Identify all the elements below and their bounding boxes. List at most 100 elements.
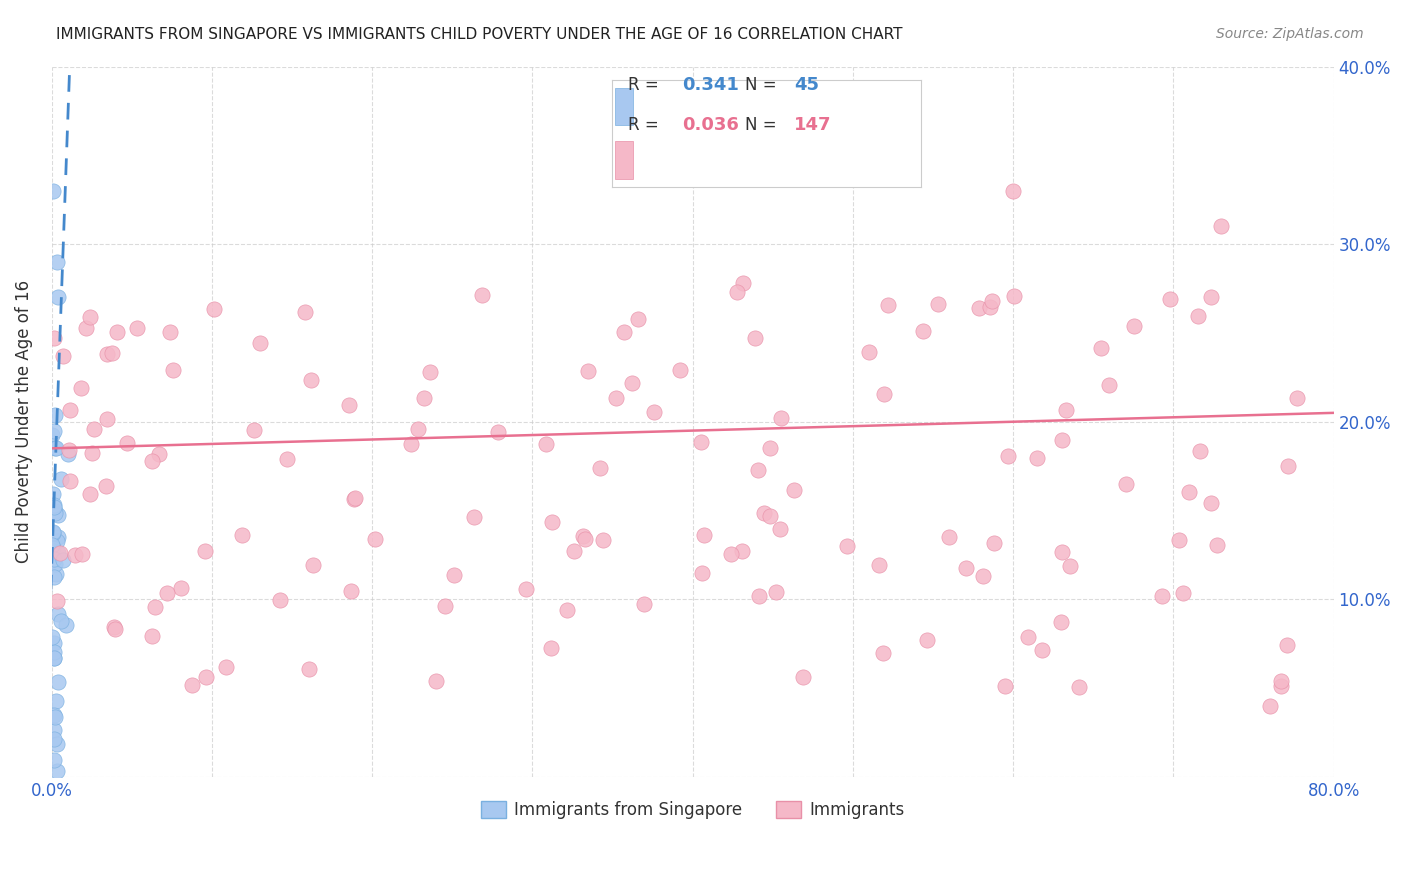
Point <box>194 543 217 558</box>
Point <box>231 528 253 542</box>
Point <box>534 437 557 451</box>
Point <box>75 321 97 335</box>
Point <box>1050 433 1073 447</box>
Y-axis label: Child Poverty Under the Age of 16: Child Poverty Under the Age of 16 <box>15 280 32 563</box>
Point <box>1049 615 1071 629</box>
Point <box>45 441 67 455</box>
Point <box>1056 403 1078 417</box>
Point <box>471 287 494 301</box>
Point <box>1031 643 1053 657</box>
Point <box>104 622 127 636</box>
Point <box>758 508 780 523</box>
Point <box>49 471 72 485</box>
Point <box>1123 318 1146 333</box>
Point <box>1115 476 1137 491</box>
Point <box>980 293 1002 308</box>
Point <box>425 674 447 689</box>
Point <box>343 492 366 507</box>
Text: 147: 147 <box>794 116 832 134</box>
Point <box>463 510 485 524</box>
Point <box>44 552 66 566</box>
Point <box>759 441 782 455</box>
Point <box>46 674 69 689</box>
Point <box>1211 219 1233 234</box>
Point <box>44 498 66 512</box>
Point <box>276 452 298 467</box>
Point <box>159 325 181 339</box>
Point <box>747 463 769 477</box>
Point <box>1017 631 1039 645</box>
Point <box>769 522 792 536</box>
Point <box>141 454 163 468</box>
Point <box>1205 538 1227 552</box>
Point <box>1275 638 1298 652</box>
Point <box>45 737 67 751</box>
Point <box>59 403 82 417</box>
Point <box>51 615 73 629</box>
Point <box>626 311 648 326</box>
Point <box>412 391 434 405</box>
Point <box>731 276 754 290</box>
Point <box>243 423 266 437</box>
Point <box>42 487 65 501</box>
Point <box>56 447 79 461</box>
Point <box>49 546 72 560</box>
Point <box>301 558 323 573</box>
Point <box>101 346 124 360</box>
Point <box>46 508 69 523</box>
Point <box>408 422 430 436</box>
Point <box>1270 674 1292 689</box>
Point <box>1002 184 1025 198</box>
Point <box>915 633 938 648</box>
Point <box>105 325 128 339</box>
Point <box>969 301 991 316</box>
Point <box>41 630 63 644</box>
Point <box>45 593 67 607</box>
Point <box>42 524 65 539</box>
Legend: Immigrants from Singapore, Immigrants: Immigrants from Singapore, Immigrants <box>474 794 911 825</box>
Point <box>1160 292 1182 306</box>
Point <box>752 506 775 520</box>
Point <box>643 404 665 418</box>
Point <box>783 483 806 497</box>
Point <box>44 441 66 455</box>
Point <box>46 607 69 621</box>
Point <box>725 285 748 299</box>
Point <box>215 660 238 674</box>
Point <box>337 398 360 412</box>
Point <box>46 534 69 549</box>
Point <box>83 422 105 436</box>
Point <box>44 504 66 518</box>
Point <box>419 366 441 380</box>
Point <box>997 449 1019 463</box>
Point <box>592 533 614 547</box>
Point <box>769 411 792 425</box>
Point <box>633 597 655 611</box>
Point <box>911 324 934 338</box>
Text: 0.036: 0.036 <box>682 116 738 134</box>
Bar <box>614 141 633 178</box>
Point <box>141 629 163 643</box>
Point <box>52 350 75 364</box>
Point <box>41 541 63 555</box>
Point <box>1187 309 1209 323</box>
Point <box>443 567 465 582</box>
Point <box>202 302 225 317</box>
Point <box>748 589 770 603</box>
Text: R =: R = <box>628 76 659 94</box>
Point <box>44 710 66 724</box>
Text: Source: ZipAtlas.com: Source: ZipAtlas.com <box>1216 27 1364 41</box>
Point <box>765 584 787 599</box>
Point <box>1178 484 1201 499</box>
Point <box>96 346 118 360</box>
Point <box>792 670 814 684</box>
Point <box>1173 586 1195 600</box>
Point <box>339 584 361 599</box>
Point <box>44 409 66 423</box>
Point <box>125 320 148 334</box>
Point <box>574 533 596 547</box>
Point <box>515 582 537 596</box>
Point <box>44 570 66 584</box>
Point <box>344 491 367 506</box>
Point <box>540 641 562 656</box>
